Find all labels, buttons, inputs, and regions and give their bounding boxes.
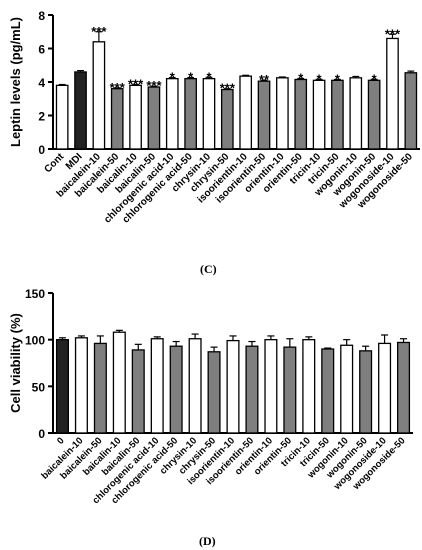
bar (264, 339, 278, 434)
bar (184, 78, 197, 150)
y-tick-label: 0 (38, 427, 45, 441)
bar (367, 79, 381, 150)
bar (359, 350, 373, 434)
bar (112, 331, 126, 434)
bar (169, 345, 183, 434)
y-tick-label: 150 (25, 287, 45, 301)
bar (207, 351, 221, 434)
bar (312, 79, 326, 150)
significance-label: *** (220, 81, 236, 96)
significance-label: * (372, 71, 378, 86)
bar (131, 349, 145, 434)
bar (74, 71, 87, 150)
bar (239, 75, 253, 150)
bar (276, 77, 289, 150)
bar (294, 78, 308, 150)
bar (220, 88, 234, 150)
panel-label-c: (C) (200, 262, 217, 276)
y-axis-label: Leptin levels (pg/mL) (8, 17, 23, 147)
category-label: 0 (55, 435, 67, 447)
y-axis-label: Cell viability (%) (8, 313, 23, 413)
bar (331, 79, 344, 150)
y-tick-label: 100 (25, 334, 45, 348)
bar (202, 78, 216, 150)
bar (386, 37, 399, 150)
bar (302, 339, 316, 434)
bar (340, 344, 354, 434)
bar (55, 84, 69, 150)
bar (226, 339, 240, 434)
bar (404, 72, 418, 150)
bar (245, 345, 259, 434)
bar (349, 77, 363, 150)
bar (92, 41, 106, 150)
significance-label: ** (259, 72, 270, 87)
bar (188, 338, 202, 434)
y-tick-label: 8 (38, 9, 45, 23)
bar (147, 86, 161, 150)
significance-label: * (206, 69, 212, 84)
significance-label: * (188, 70, 194, 85)
significance-label: *** (110, 80, 126, 95)
significance-label: *** (128, 77, 144, 92)
bar (150, 338, 164, 434)
significance-label: * (170, 70, 176, 85)
panel-label-d: (D) (199, 534, 216, 548)
y-tick-label: 0 (38, 143, 45, 157)
bar (397, 341, 411, 434)
significance-label: * (298, 70, 304, 85)
y-tick-label: 4 (38, 76, 45, 90)
bar (165, 78, 179, 150)
significance-label: *** (91, 24, 107, 39)
category-label: Cont (42, 151, 66, 175)
y-tick-label: 6 (38, 43, 45, 57)
significance-label: * (335, 71, 341, 86)
bar (257, 80, 271, 150)
significance-label: * (317, 71, 323, 86)
bar (321, 348, 335, 434)
y-tick-label: 50 (32, 380, 46, 394)
bar (283, 346, 297, 434)
bar (129, 84, 142, 150)
bar (55, 339, 69, 434)
y-tick-label: 2 (38, 110, 45, 124)
bar (74, 337, 88, 434)
significance-label: *** (146, 78, 162, 93)
bar (110, 88, 124, 150)
significance-label: *** (385, 26, 401, 41)
bar (93, 342, 107, 434)
bar (378, 342, 392, 434)
